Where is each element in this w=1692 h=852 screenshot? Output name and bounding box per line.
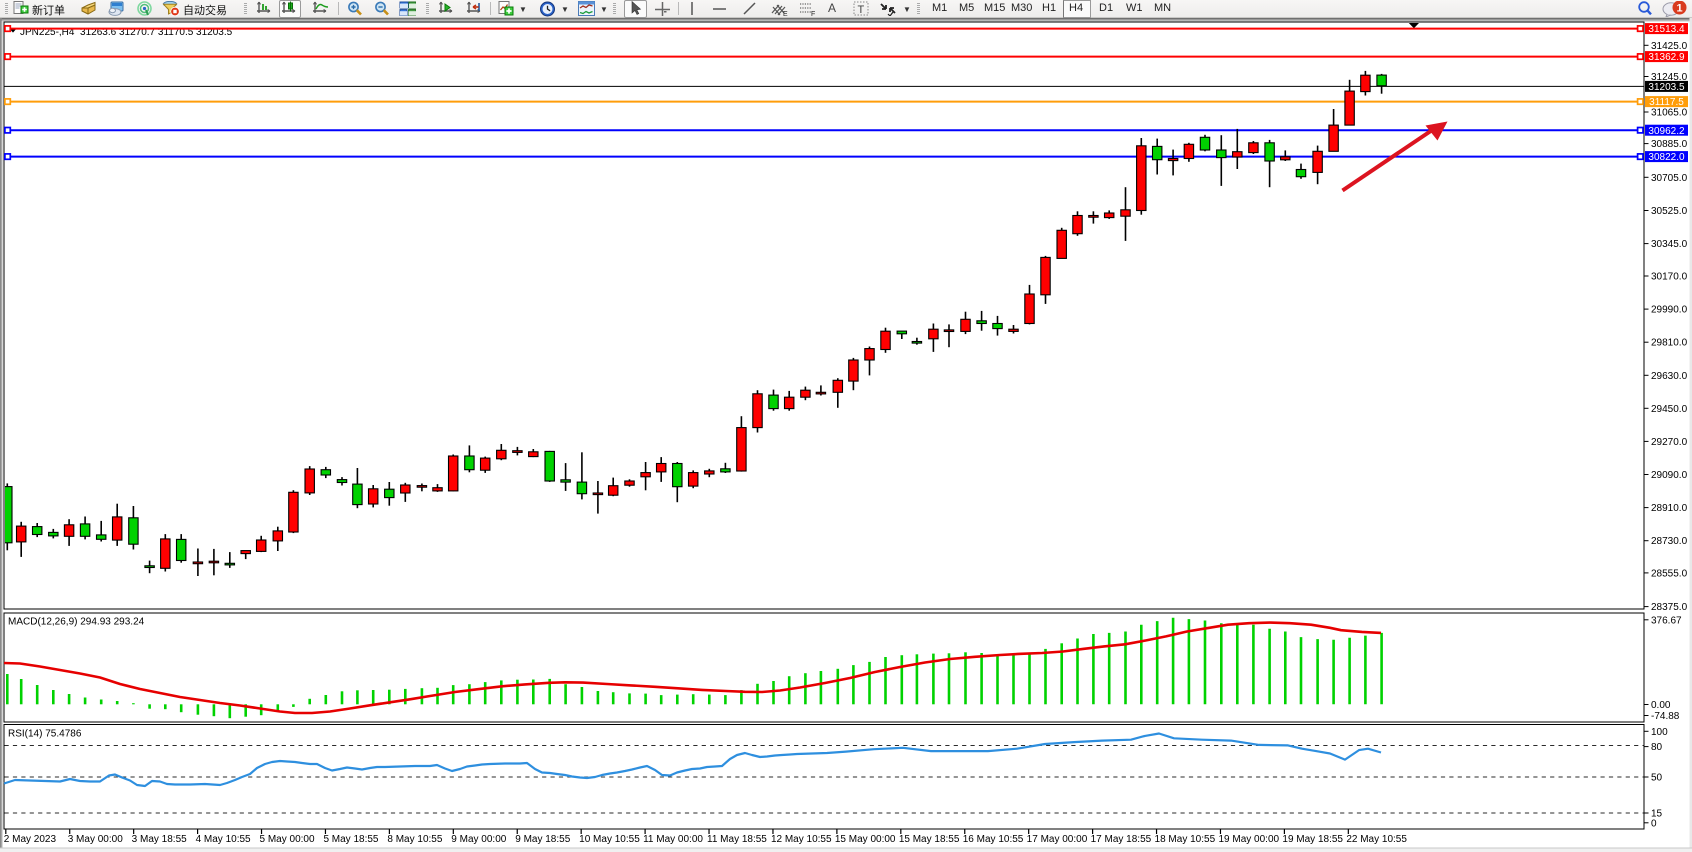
svg-text:31117.5: 31117.5 xyxy=(1649,97,1684,108)
svg-text:15: 15 xyxy=(1651,809,1663,820)
svg-text:29270.0: 29270.0 xyxy=(1651,437,1688,448)
svg-text:50: 50 xyxy=(1651,773,1663,784)
svg-text:100: 100 xyxy=(1651,727,1668,738)
svg-text:RSI(14) 75.4786: RSI(14) 75.4786 xyxy=(8,728,82,739)
svg-text:MACD(12,26,9) 294.93 293.24: MACD(12,26,9) 294.93 293.24 xyxy=(8,617,145,628)
svg-text:30885.0: 30885.0 xyxy=(1651,139,1688,150)
svg-text:28910.0: 28910.0 xyxy=(1651,503,1688,514)
svg-text:29810.0: 29810.0 xyxy=(1651,338,1688,349)
svg-text:30345.0: 30345.0 xyxy=(1651,239,1688,250)
svg-text:31362.9: 31362.9 xyxy=(1648,52,1685,63)
svg-text:T: T xyxy=(858,4,865,16)
svg-text:31245.0: 31245.0 xyxy=(1651,72,1688,83)
svg-text:E: E xyxy=(783,11,788,17)
svg-text:376.67: 376.67 xyxy=(1651,615,1682,626)
svg-text:31425.0: 31425.0 xyxy=(1651,41,1688,52)
svg-text:80: 80 xyxy=(1651,742,1663,753)
svg-text:28730.0: 28730.0 xyxy=(1651,536,1688,547)
svg-text:30822.0: 30822.0 xyxy=(1648,152,1685,163)
svg-text:31065.0: 31065.0 xyxy=(1651,108,1688,119)
svg-text:9 May 00:00: 9 May 00:00 xyxy=(451,834,506,845)
svg-text:19 May 00:00: 19 May 00:00 xyxy=(1218,834,1279,845)
svg-text:29990.0: 29990.0 xyxy=(1651,305,1688,316)
svg-text:3 May 00:00: 3 May 00:00 xyxy=(68,834,123,845)
svg-text:28375.0: 28375.0 xyxy=(1651,602,1688,613)
svg-text:29090.0: 29090.0 xyxy=(1651,470,1688,481)
svg-text:0: 0 xyxy=(1651,818,1657,829)
svg-text:5 May 18:55: 5 May 18:55 xyxy=(323,834,378,845)
svg-text:30170.0: 30170.0 xyxy=(1651,272,1688,283)
svg-text:1: 1 xyxy=(1676,3,1682,15)
svg-text:15 May 18:55: 15 May 18:55 xyxy=(899,834,960,845)
svg-text:15 May 00:00: 15 May 00:00 xyxy=(835,834,896,845)
svg-text:18 May 10:55: 18 May 10:55 xyxy=(1155,834,1216,845)
svg-text:16 May 10:55: 16 May 10:55 xyxy=(963,834,1024,845)
svg-text:30705.0: 30705.0 xyxy=(1651,173,1688,184)
svg-text:30525.0: 30525.0 xyxy=(1651,206,1688,217)
svg-text:10 May 10:55: 10 May 10:55 xyxy=(579,834,640,845)
svg-text:8 May 10:55: 8 May 10:55 xyxy=(387,834,442,845)
svg-text:F: F xyxy=(811,11,815,17)
svg-text:19 May 18:55: 19 May 18:55 xyxy=(1282,834,1343,845)
svg-text:17 May 18:55: 17 May 18:55 xyxy=(1091,834,1152,845)
svg-text:11 May 00:00: 11 May 00:00 xyxy=(643,834,703,845)
svg-text:22 May 10:55: 22 May 10:55 xyxy=(1346,834,1407,845)
svg-text:9 May 18:55: 9 May 18:55 xyxy=(515,834,570,845)
svg-text:29450.0: 29450.0 xyxy=(1651,404,1688,415)
svg-text:0.00: 0.00 xyxy=(1651,700,1671,711)
svg-text:12 May 10:55: 12 May 10:55 xyxy=(771,834,832,845)
svg-text:29630.0: 29630.0 xyxy=(1651,371,1688,382)
svg-text:-74.88: -74.88 xyxy=(1651,711,1680,722)
svg-text:17 May 00:00: 17 May 00:00 xyxy=(1027,834,1088,845)
svg-text:4 May 10:55: 4 May 10:55 xyxy=(196,834,251,845)
svg-text:3 May 18:55: 3 May 18:55 xyxy=(132,834,187,845)
svg-text:5 May 00:00: 5 May 00:00 xyxy=(260,834,315,845)
svg-text:2 May 2023: 2 May 2023 xyxy=(4,834,57,845)
svg-text:28555.0: 28555.0 xyxy=(1651,568,1688,579)
svg-text:JPN225-,H4 31263.6 31270.7 31: JPN225-,H4 31263.6 31270.7 31170.5 31203… xyxy=(20,27,233,38)
svg-text:31203.5: 31203.5 xyxy=(1648,82,1685,93)
svg-text:31513.4: 31513.4 xyxy=(1648,24,1685,35)
svg-text:11 May 18:55: 11 May 18:55 xyxy=(707,834,767,845)
svg-text:30962.2: 30962.2 xyxy=(1648,126,1685,137)
